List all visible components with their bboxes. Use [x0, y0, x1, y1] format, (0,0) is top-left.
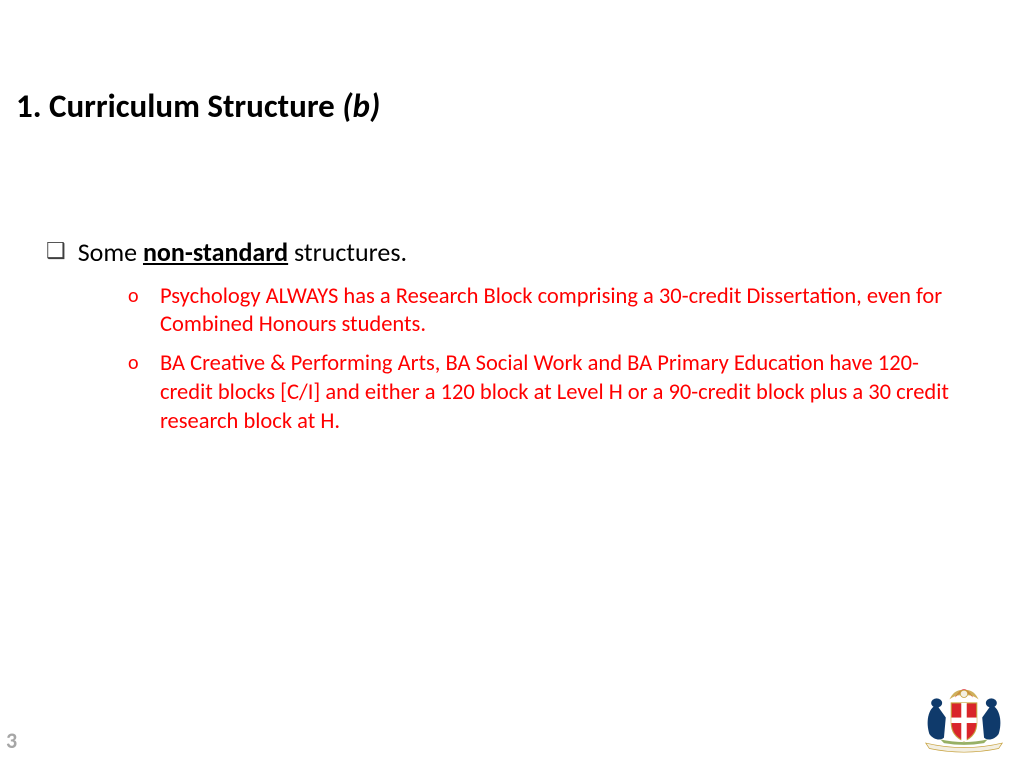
circle-bullet-icon: o: [128, 283, 142, 310]
sub-bullet-text: Psychology ALWAYS has a Research Block c…: [160, 283, 960, 341]
bullet1-text: Some non-standard structures.: [78, 236, 407, 269]
bullet-level1: ❑ Some non-standard structures.: [46, 236, 984, 269]
sub-bullet-list: o Psychology ALWAYS has a Research Block…: [128, 283, 984, 437]
title-main: 1. Curriculum Structure: [16, 86, 342, 126]
bullet1-post: structures.: [288, 236, 407, 268]
page-number: 3: [6, 727, 17, 754]
bullet1-emph: non-standard: [143, 236, 288, 268]
sub-bullet-text: BA Creative & Performing Arts, BA Social…: [160, 350, 960, 436]
sub-bullet-item: o Psychology ALWAYS has a Research Block…: [128, 283, 984, 341]
circle-bullet-icon: o: [128, 350, 142, 377]
slide-title: 1. Curriculum Structure (b): [16, 86, 380, 126]
square-bullet-icon: ❑: [46, 236, 66, 267]
slide: 1. Curriculum Structure (b) ❑ Some non-s…: [0, 0, 1024, 768]
sub-bullet-item: o BA Creative & Performing Arts, BA Soci…: [128, 350, 984, 436]
title-suffix: (b): [342, 86, 380, 126]
content-area: ❑ Some non-standard structures. o Psycho…: [46, 236, 984, 446]
crest-logo-icon: [918, 672, 1010, 754]
bullet1-pre: Some: [78, 236, 143, 268]
